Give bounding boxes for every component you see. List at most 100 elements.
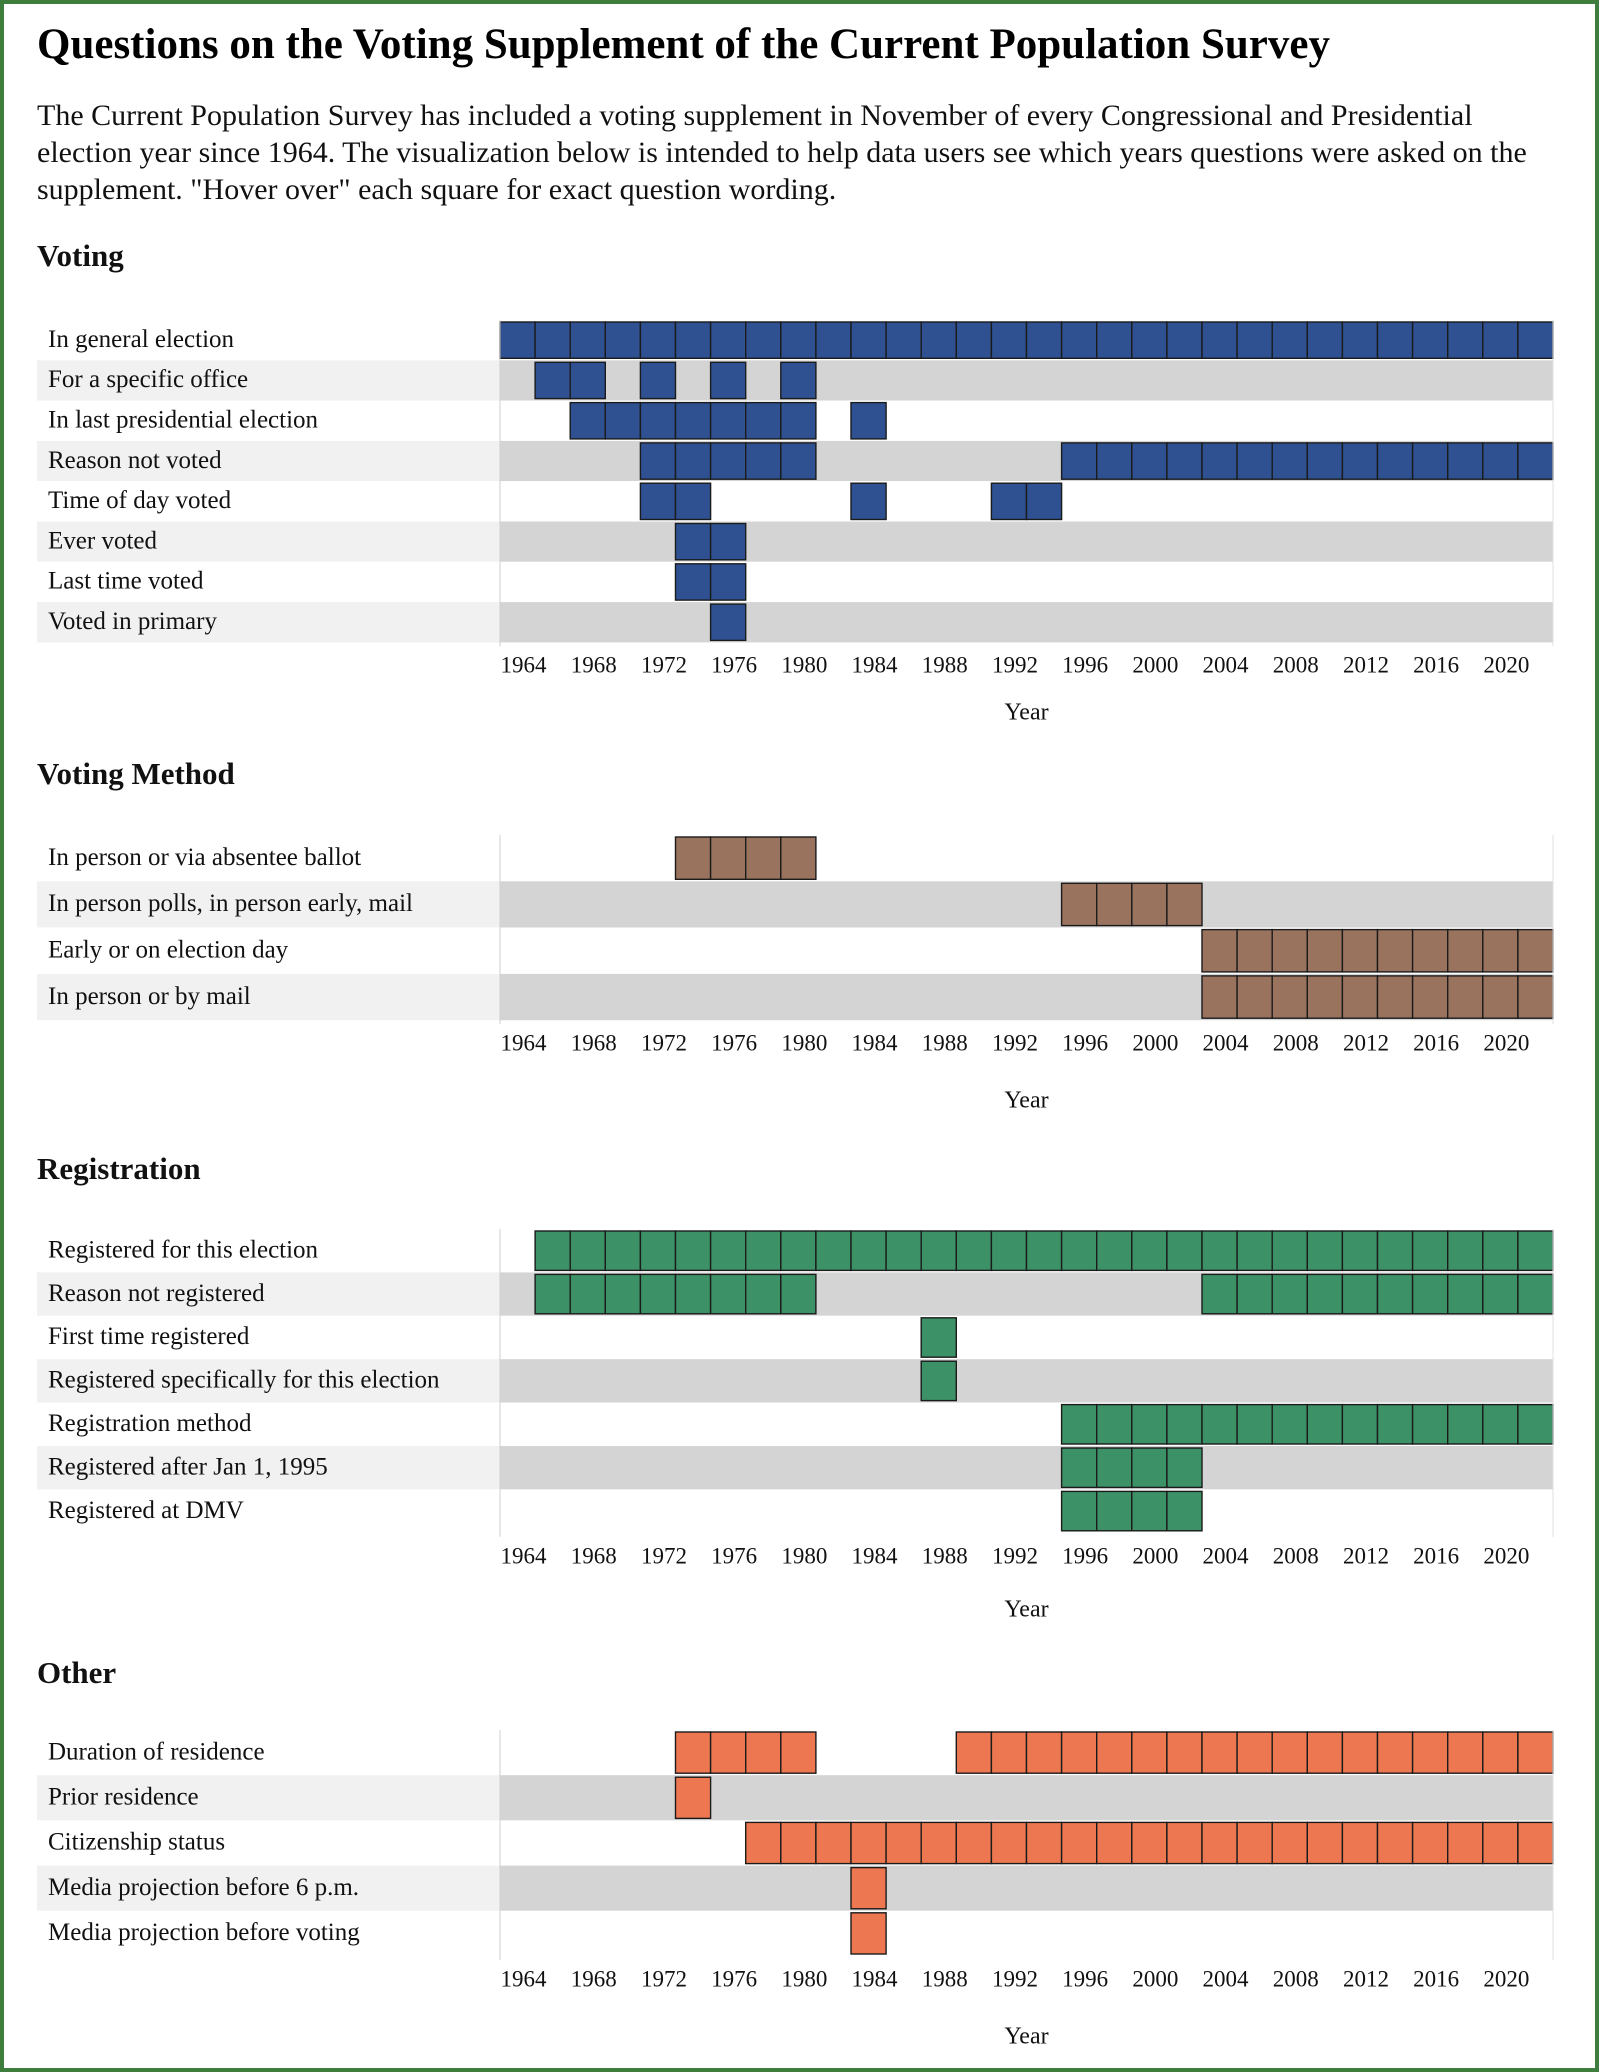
- x-tick-label: 2004: [1203, 1966, 1250, 1991]
- year-square: [674, 1273, 712, 1315]
- year-square: [920, 321, 958, 359]
- year-square: [569, 1230, 607, 1272]
- row-label: In person or via absentee ballot: [48, 844, 361, 871]
- year-square: [709, 442, 747, 480]
- year-square: [1446, 321, 1484, 359]
- year-square: [1271, 442, 1308, 480]
- x-tick-label: 1984: [852, 1030, 899, 1055]
- year-square: [1306, 928, 1344, 973]
- year-square: [780, 1230, 817, 1272]
- year-square: [1341, 1731, 1379, 1774]
- year-square: [1341, 1273, 1379, 1315]
- year-square: [674, 1731, 712, 1774]
- year-square: [1482, 928, 1519, 973]
- year-square: [1131, 321, 1168, 359]
- year-square: [639, 361, 677, 400]
- row-label-band: [37, 440, 500, 482]
- x-tick-label: 2004: [1203, 1543, 1250, 1568]
- x-tick-label: 1996: [1062, 1543, 1108, 1568]
- year-square: [1166, 882, 1203, 927]
- x-tick-label: 2012: [1343, 1030, 1389, 1055]
- year-square: [990, 1731, 1028, 1774]
- year-square: [1025, 1731, 1063, 1774]
- year-square: [1376, 1821, 1414, 1865]
- year-square: [1131, 1821, 1168, 1865]
- year-square: [1482, 1273, 1519, 1315]
- year-square: [1095, 1731, 1133, 1774]
- row-label: Reason not voted: [48, 447, 222, 474]
- x-tick-label: 1964: [501, 1966, 548, 1991]
- x-tick-label: 2000: [1132, 1030, 1178, 1055]
- year-square: [1201, 975, 1238, 1019]
- x-tick-label: 1992: [992, 1030, 1038, 1055]
- year-square: [1306, 1731, 1344, 1774]
- year-square: [1482, 442, 1519, 480]
- row-label: Last time voted: [48, 568, 204, 595]
- x-axis-title: Year: [1004, 1597, 1048, 1623]
- year-square: [1411, 1230, 1449, 1272]
- year-square: [1411, 1821, 1449, 1865]
- year-square: [1236, 928, 1273, 973]
- year-square: [1446, 975, 1484, 1019]
- row-band: [500, 1315, 1553, 1360]
- year-square: [850, 482, 887, 521]
- row-label: For a specific office: [48, 366, 248, 393]
- year-square: [1341, 1230, 1379, 1272]
- year-square: [955, 1230, 993, 1272]
- year-square: [534, 1273, 571, 1315]
- row-band: [500, 1489, 1553, 1533]
- year-square: [1517, 975, 1554, 1019]
- row-band: [500, 1446, 1553, 1490]
- year-square: [674, 1230, 712, 1272]
- x-tick-label: 1988: [922, 652, 968, 677]
- year-square: [604, 1273, 642, 1315]
- year-square: [1517, 1403, 1554, 1445]
- year-square: [1482, 1403, 1519, 1445]
- year-square: [569, 1273, 607, 1315]
- year-square: [1166, 1821, 1203, 1865]
- year-square: [1131, 442, 1168, 480]
- year-square: [534, 361, 571, 400]
- year-square: [674, 321, 712, 359]
- year-square: [1166, 1230, 1203, 1272]
- row-label: Time of day voted: [48, 487, 232, 514]
- x-tick-label: 2016: [1413, 652, 1459, 677]
- year-square: [1306, 1821, 1344, 1865]
- year-square: [1236, 975, 1273, 1019]
- year-square: [1060, 1230, 1098, 1272]
- year-square: [1341, 1821, 1379, 1865]
- year-square: [1341, 1403, 1379, 1445]
- year-square: [1411, 928, 1449, 973]
- year-square: [1376, 321, 1414, 359]
- year-square: [745, 321, 782, 359]
- x-tick-label: 1976: [711, 1030, 757, 1055]
- page-title: Questions on the Voting Supplement of th…: [37, 21, 1330, 68]
- chart-title: Registration: [37, 1151, 201, 1186]
- year-square: [709, 361, 747, 400]
- year-square: [850, 401, 887, 440]
- year-square: [674, 522, 712, 561]
- year-square: [1131, 882, 1168, 927]
- x-tick-label: 1976: [711, 1966, 757, 1991]
- year-square: [1306, 321, 1344, 359]
- year-square: [1482, 1821, 1519, 1865]
- year-square: [1446, 1403, 1484, 1445]
- year-square: [709, 401, 747, 440]
- year-square: [1411, 321, 1449, 359]
- x-tick-label: 2016: [1413, 1966, 1459, 1991]
- year-square: [1517, 1731, 1554, 1774]
- year-square: [1271, 928, 1308, 973]
- year-square: [745, 1230, 782, 1272]
- year-square: [745, 442, 782, 480]
- year-square: [1131, 1731, 1168, 1774]
- x-tick-label: 1968: [571, 652, 617, 677]
- row-label-band: [37, 1272, 500, 1316]
- year-square: [815, 1821, 852, 1865]
- year-square: [885, 1821, 922, 1865]
- year-square: [1166, 1403, 1203, 1445]
- year-square: [885, 1230, 922, 1272]
- year-square: [1236, 442, 1273, 480]
- x-tick-label: 1972: [641, 1966, 687, 1991]
- row-label-band: [37, 973, 500, 1021]
- x-tick-label: 1984: [852, 652, 899, 677]
